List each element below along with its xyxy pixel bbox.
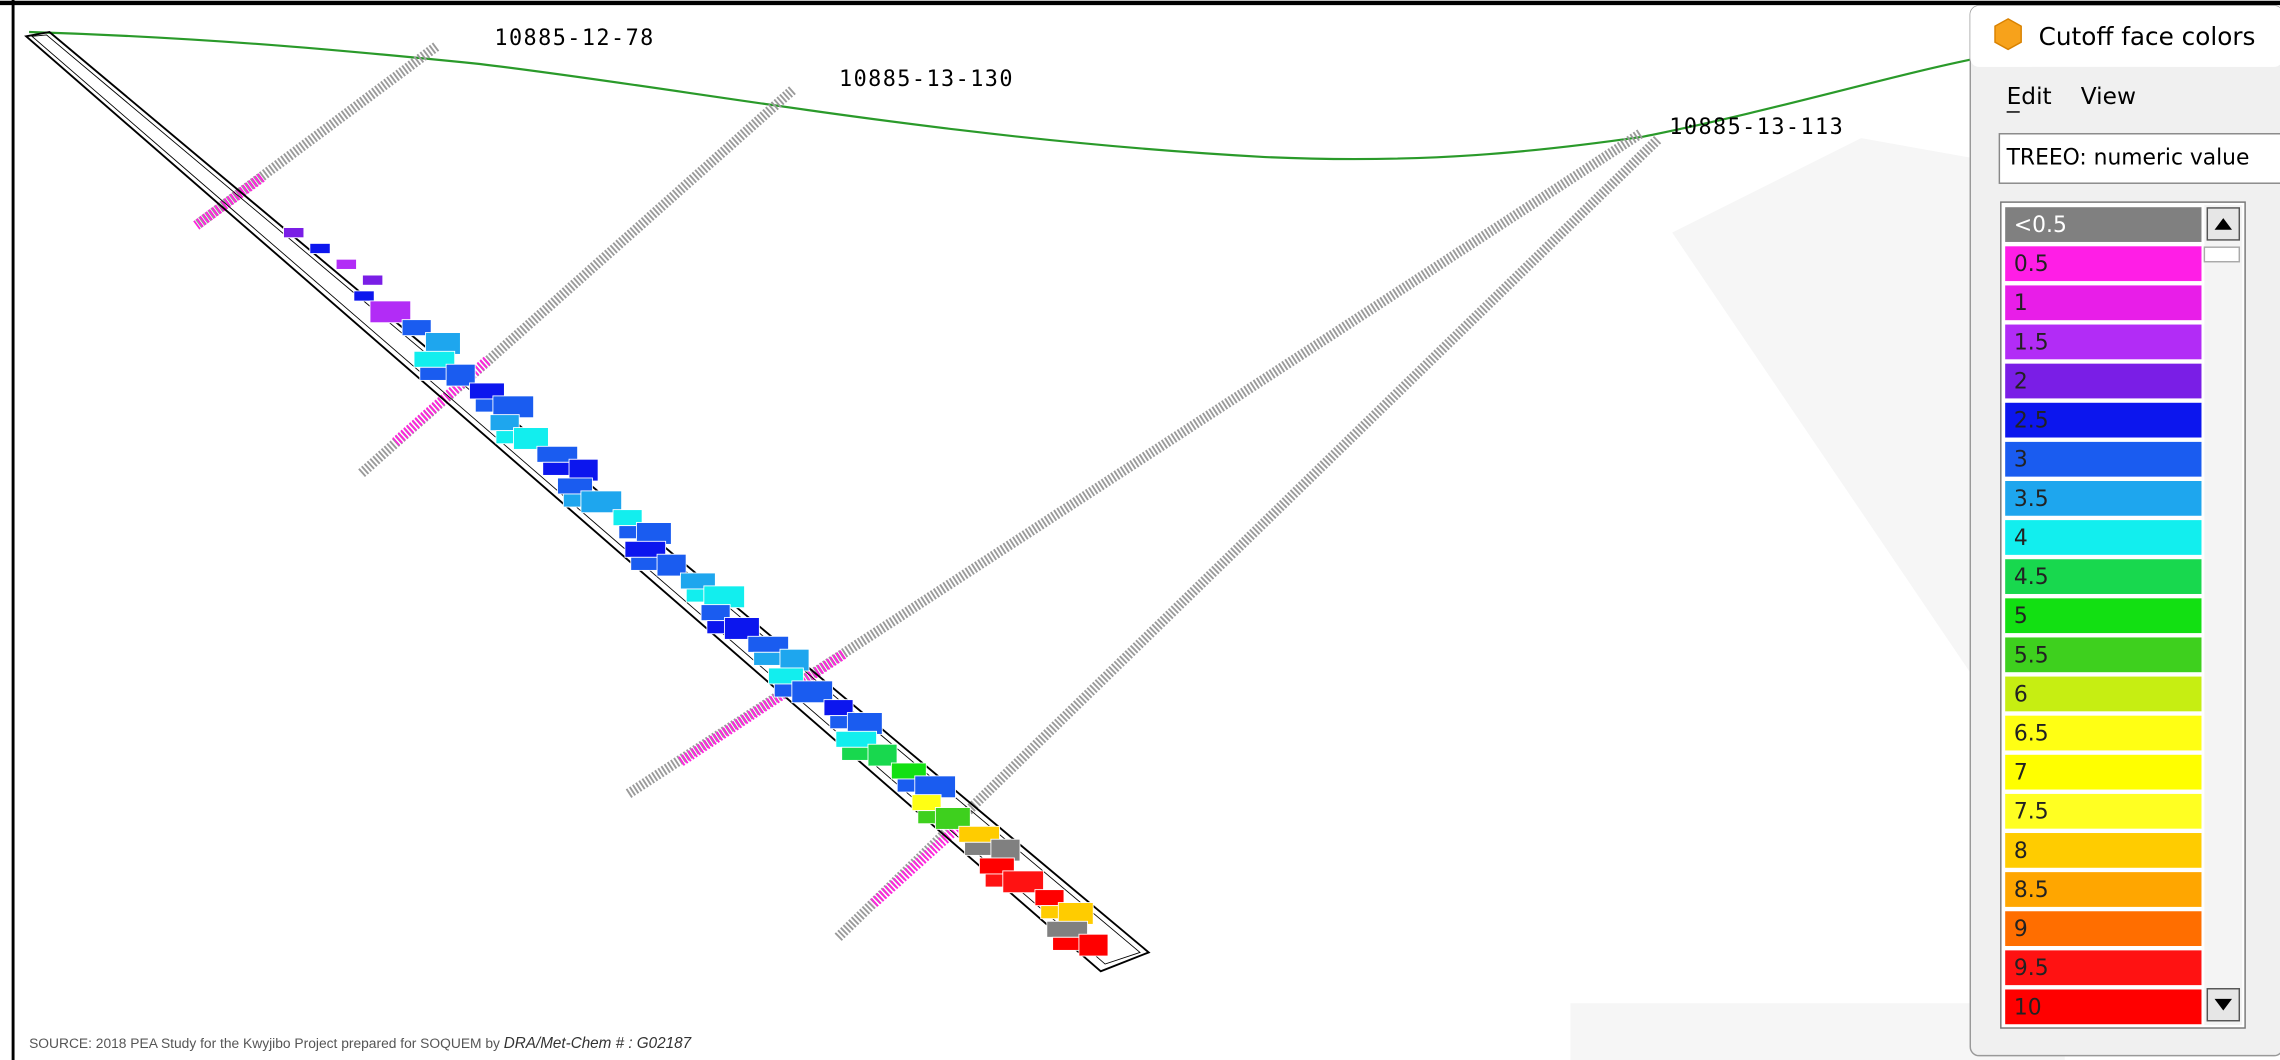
menu-item[interactable]: View <box>2081 83 2136 110</box>
legend-window: Cutoff face colors Edit View TREEO: nume… <box>1970 6 2280 1056</box>
legend-swatch <box>2005 285 2201 320</box>
legend-label: 2 <box>2014 369 2028 394</box>
legend-swatch <box>2005 677 2201 712</box>
source-ref: DRA/Met-Chem # : G02187 <box>504 1035 692 1052</box>
legend-swatch <box>2005 755 2201 790</box>
source-text: SOURCE: 2018 PEA Study for the Kwyjibo P… <box>29 1035 504 1051</box>
legend-swatch <box>2005 598 2201 633</box>
screenshot: 10885-12-78 10885-13-130 10885-13-113 SO… <box>0 0 2280 1060</box>
legend-label: 9.5 <box>2014 956 2049 981</box>
legend-label: 1.5 <box>2014 330 2049 355</box>
legend-label: 3 <box>2014 448 2028 473</box>
legend-label: 1 <box>2014 291 2028 316</box>
scroll-thumb[interactable] <box>2204 247 2239 262</box>
field-text: TREEO: numeric value <box>2006 145 2250 170</box>
legend-label: 4.5 <box>2014 565 2049 590</box>
hole-label: 10885-13-113 <box>1669 115 1844 140</box>
legend-label: 7.5 <box>2014 800 2049 825</box>
legend-label: 4 <box>2014 526 2028 551</box>
legend-label: 8 <box>2014 839 2028 864</box>
hole-label: 10885-13-130 <box>839 67 1014 92</box>
legend-swatch <box>2005 520 2201 555</box>
block <box>284 228 304 238</box>
legend-label: 0.5 <box>2014 252 2049 277</box>
block <box>1079 934 1108 956</box>
scrollbar <box>2204 205 2242 1025</box>
legend-swatch <box>2005 442 2201 477</box>
legend-label: 9 <box>2014 917 2028 942</box>
legend-label: <0.5 <box>2014 213 2067 238</box>
block <box>310 243 330 253</box>
legend-swatch <box>2005 911 2201 946</box>
block <box>362 275 382 285</box>
legend-label: 5 <box>2014 604 2028 629</box>
legend-swatch <box>2005 833 2201 868</box>
legend-label: 8.5 <box>2014 878 2049 903</box>
legend-label: 5.5 <box>2014 643 2049 668</box>
block <box>336 259 356 269</box>
legend-label: 6 <box>2014 682 2028 707</box>
legend-label: 6.5 <box>2014 722 2049 747</box>
block <box>354 291 374 301</box>
window-title: Cutoff face colors <box>2039 22 2256 51</box>
legend-list: <0.5 0.5 1 1.5 2 2.5 3 3.5 4 4.5 5 5.5 6 6.5 7 7.5 8 8.5 9… <box>2005 207 2201 1024</box>
legend-label: 2.5 <box>2014 409 2049 434</box>
menu-item[interactable]: Edit <box>2007 83 2052 110</box>
legend-label: 10 <box>2014 995 2042 1020</box>
app-icon <box>1995 19 2021 50</box>
legend-swatch <box>2005 364 2201 399</box>
hole-label: 10885-12-78 <box>494 26 654 51</box>
source-note: SOURCE: 2018 PEA Study for the Kwyjibo P… <box>29 1035 692 1052</box>
legend-label: 3.5 <box>2014 487 2049 512</box>
legend-label: 7 <box>2014 761 2028 786</box>
